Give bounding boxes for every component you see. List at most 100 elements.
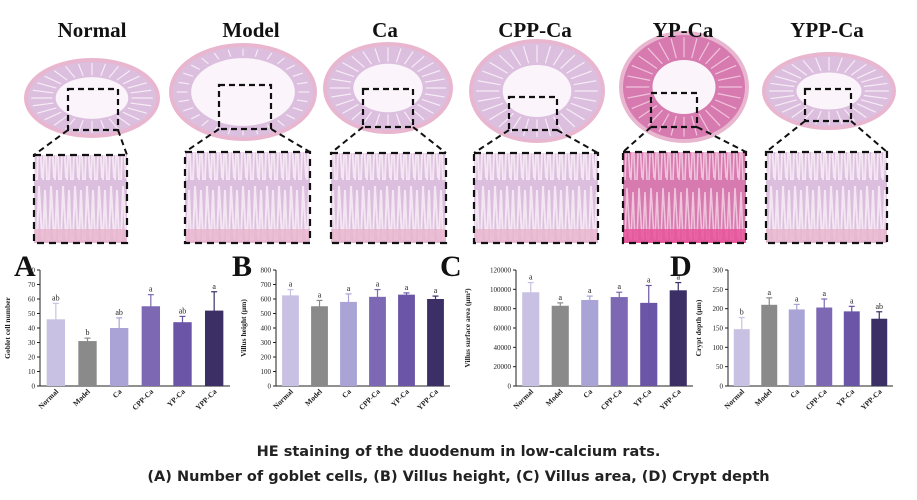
figure-caption-line-2: (A) Number of goblet cells, (B) Villus h…	[147, 469, 770, 485]
lumen-normal	[55, 77, 129, 119]
zoom-connector	[270, 128, 311, 153]
bar-normal	[522, 292, 540, 386]
bar-ypp-ca	[204, 310, 224, 386]
x-tick-label-yp-ca: YP-Ca	[389, 387, 411, 409]
significance-letter: a	[289, 280, 293, 289]
bar-ypp-ca	[871, 318, 888, 386]
x-tick-label-ypp-ca: YPP-Ca	[194, 387, 219, 412]
zoom-connector	[473, 129, 510, 154]
bar-ca	[581, 299, 599, 386]
x-tick-label-model: Model	[544, 387, 565, 408]
x-tick-label-ypp-ca: YPP-Ca	[658, 387, 683, 412]
significance-letter: a	[376, 280, 380, 289]
bar-yp-ca	[173, 322, 192, 386]
significance-letter: b	[86, 328, 90, 337]
selection-box-ypp-ca	[803, 87, 853, 123]
zoom-frame-normal	[32, 153, 129, 245]
y-tick-label: 700	[261, 281, 272, 289]
y-tick-label: 200	[261, 354, 272, 362]
lumen-cpp-ca	[502, 65, 572, 117]
panel-letter-a: A	[14, 250, 36, 283]
y-tick-label: 60	[28, 296, 36, 304]
x-tick-label-ca: Ca	[340, 387, 353, 400]
zoom-frame-cpp-ca	[472, 151, 600, 245]
histology-cpp-ca	[469, 39, 605, 245]
bar-ypp-ca	[669, 290, 687, 386]
y-tick-label: 0	[32, 383, 36, 391]
zoom-connector	[33, 129, 69, 156]
significance-letter: a	[647, 275, 651, 284]
zoom-connector	[117, 129, 128, 156]
significance-letter: ab	[179, 306, 187, 315]
significance-letter: a	[850, 296, 854, 305]
significance-letter: a	[347, 284, 351, 293]
bar-cpp-ca	[816, 307, 833, 386]
histology-yp-ca	[619, 31, 749, 245]
y-tick-label: 300	[713, 267, 724, 275]
group-title-normal: Normal	[57, 18, 127, 42]
x-tick-label-ca: Ca	[581, 387, 594, 400]
y-tick-label: 50	[28, 310, 36, 318]
x-tick-label-normal: Normal	[271, 387, 295, 411]
zoom-connector	[622, 126, 652, 153]
zoom-image-cpp-ca	[474, 153, 598, 243]
bar-model	[78, 341, 97, 386]
group-title-ca: Ca	[372, 18, 398, 42]
x-tick-label-yp-ca: YP-Ca	[165, 387, 187, 409]
y-axis-label: Goblet cell number	[3, 297, 12, 359]
y-tick-label: 30	[28, 339, 36, 347]
bar-normal	[282, 295, 299, 386]
histology-model	[169, 43, 317, 245]
significance-letter: ab	[115, 308, 123, 317]
bar-ca	[340, 301, 357, 386]
significance-letter: a	[822, 289, 826, 298]
y-tick-label: 10	[28, 368, 36, 376]
histology-ca	[323, 42, 453, 245]
significance-letter: a	[212, 282, 216, 291]
y-tick-label: 150	[713, 325, 724, 333]
x-tick-label-ca: Ca	[788, 387, 801, 400]
x-tick-label-normal: Normal	[511, 387, 535, 411]
zoom-image-yp-ca	[623, 152, 746, 243]
group-title-cpp-ca: CPP-Ca	[498, 18, 572, 42]
significance-letter: a	[318, 290, 322, 299]
chart-panel-b: B 0 100 200 300 400 500 600 700 800 Villus height …	[232, 250, 450, 412]
significance-letter: a	[434, 286, 438, 295]
bar-yp-ca	[843, 311, 860, 386]
x-tick-label-ca: Ca	[111, 387, 124, 400]
y-tick-label: 120000	[490, 267, 512, 275]
bar-model	[551, 305, 569, 386]
x-tick-label-yp-ca: YP-Ca	[834, 387, 856, 409]
y-tick-label: 20000	[494, 363, 512, 371]
group-title-model: Model	[222, 18, 280, 42]
y-tick-label: 500	[261, 310, 272, 318]
y-tick-label: 250	[713, 286, 724, 294]
lumen-ypp-ca	[796, 72, 862, 110]
histology-ypp-ca	[762, 52, 896, 245]
significance-letter: a	[558, 293, 562, 302]
panel-letter-b: B	[232, 250, 252, 283]
y-tick-label: 0	[720, 383, 724, 391]
histology-normal	[24, 58, 160, 245]
x-tick-label-cpp-ca: CPP-Ca	[599, 387, 624, 412]
zoom-connector	[556, 129, 599, 154]
y-axis-label: Villus height (μm)	[239, 299, 248, 357]
bar-yp-ca	[640, 302, 658, 386]
x-tick-label-model: Model	[71, 387, 92, 408]
y-tick-label: 80000	[494, 305, 512, 313]
zoom-connector	[330, 126, 364, 154]
y-tick-label: 100	[261, 368, 272, 376]
group-title-ypp-ca: YPP-Ca	[790, 18, 864, 42]
lumen-model	[191, 58, 295, 126]
x-tick-label-cpp-ca: CPP-Ca	[130, 387, 155, 412]
panel-letter-c: C	[440, 250, 462, 283]
significance-letter: a	[795, 294, 799, 303]
panel-letter-d: D	[670, 250, 692, 283]
significance-letter: a	[617, 282, 621, 291]
x-tick-label-ypp-ca: YPP-Ca	[415, 387, 440, 412]
x-tick-label-normal: Normal	[722, 387, 746, 411]
zoom-connector	[696, 126, 747, 153]
selection-box-model	[217, 83, 273, 131]
